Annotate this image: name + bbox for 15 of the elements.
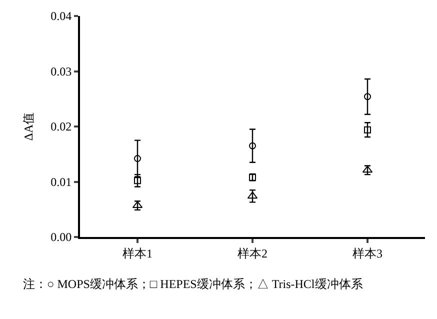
y-axis-title: ΔA值 xyxy=(21,112,36,141)
y-tick-label: 0.02 xyxy=(50,120,72,134)
text: 注：○ MOPS缓冲体系；□ HEPES缓冲体系；△ Tris-HCl缓冲体系 xyxy=(23,277,363,291)
x-tick-label: 样本1 xyxy=(122,246,152,260)
x-tick-label: 样本2 xyxy=(238,246,268,260)
y-tick-label: 0.01 xyxy=(50,174,72,189)
point xyxy=(364,93,371,100)
x-tick-label: 样本3 xyxy=(352,246,382,260)
point xyxy=(134,177,141,184)
point xyxy=(249,142,256,150)
point xyxy=(134,155,141,162)
y-tick-label: 0.00 xyxy=(50,230,72,244)
point xyxy=(364,126,371,134)
y-tick-label: 0.03 xyxy=(50,64,72,78)
y-tick-label: 0.04 xyxy=(50,9,72,24)
